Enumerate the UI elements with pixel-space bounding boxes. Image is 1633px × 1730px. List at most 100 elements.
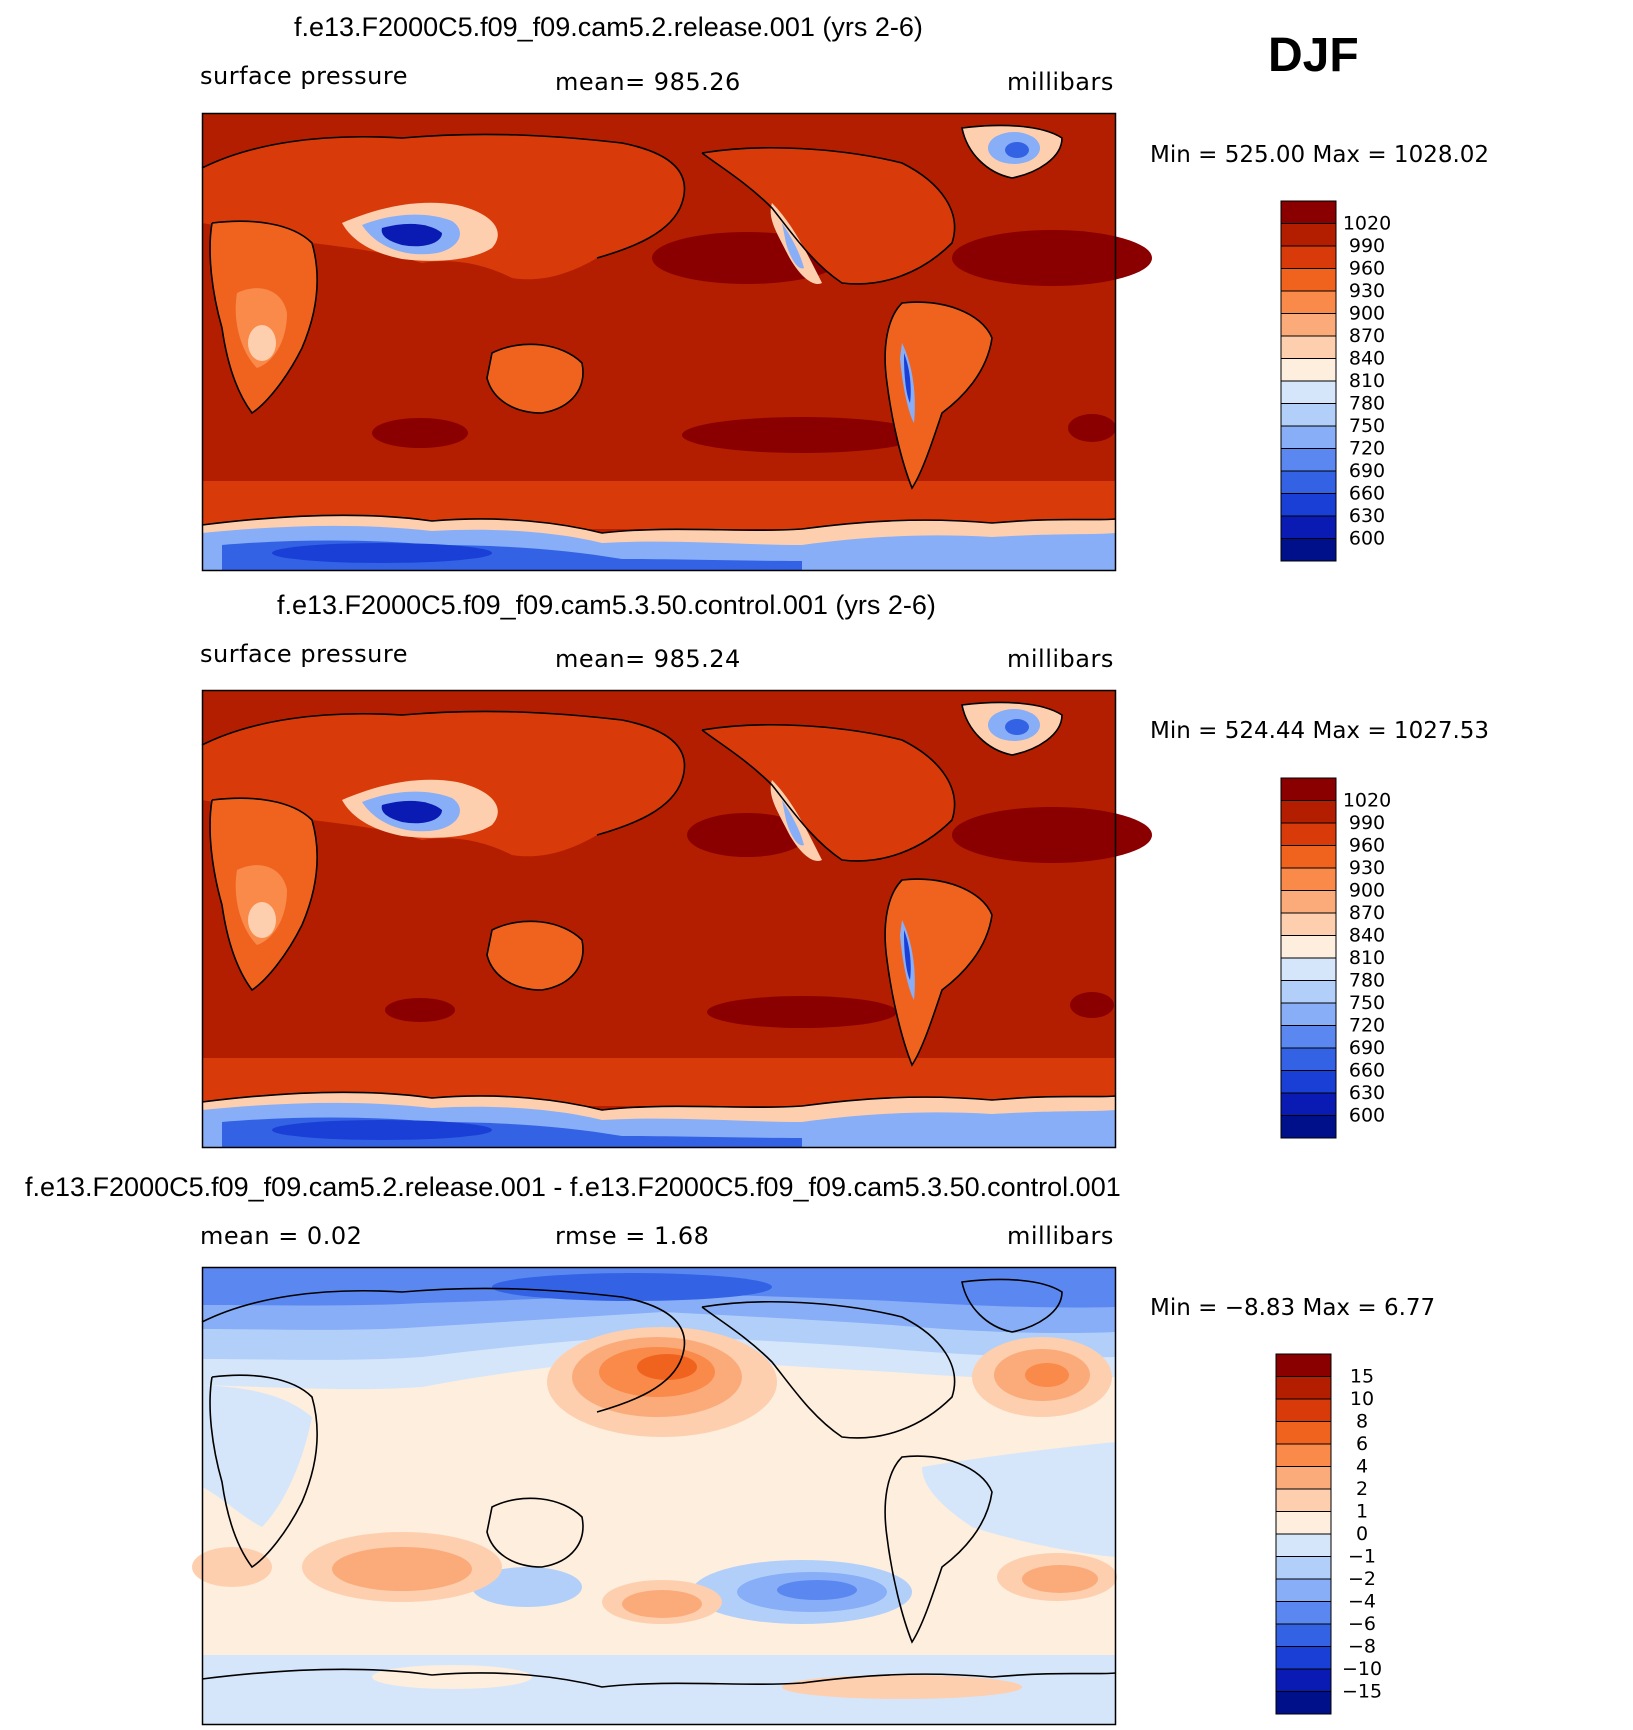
colorbar-label: 600 bbox=[1349, 528, 1385, 550]
colorbar-swatch bbox=[1275, 1556, 1332, 1580]
colorbar-swatch bbox=[1280, 538, 1337, 562]
colorbar-label: 4 bbox=[1356, 1456, 1368, 1478]
colorbar-swatch bbox=[1280, 223, 1337, 247]
colorbar-swatch bbox=[1280, 448, 1337, 472]
colorbar-label: 840 bbox=[1349, 348, 1385, 370]
colorbar-label: 780 bbox=[1349, 970, 1385, 992]
colorbar-label: 840 bbox=[1349, 925, 1385, 947]
colorbar-swatch bbox=[1280, 845, 1337, 869]
colorbar-swatch bbox=[1280, 290, 1337, 314]
colorbar-swatch bbox=[1275, 1353, 1332, 1377]
colorbar-swatch bbox=[1275, 1511, 1332, 1535]
colorbar-label: −2 bbox=[1348, 1568, 1376, 1590]
colorbar-swatch bbox=[1280, 1047, 1337, 1071]
colorbar-label: 900 bbox=[1349, 880, 1385, 902]
panel-3-minmax: Min = −8.83 Max = 6.77 bbox=[1150, 1295, 1436, 1321]
colorbar-swatch bbox=[1280, 957, 1337, 981]
colorbar-label: 630 bbox=[1349, 1082, 1385, 1104]
colorbar-swatch bbox=[1275, 1421, 1332, 1445]
colorbar-label: 1020 bbox=[1343, 790, 1391, 812]
colorbar-label: 0 bbox=[1356, 1523, 1368, 1545]
panel-1-minmax: Min = 525.00 Max = 1028.02 bbox=[1150, 142, 1490, 168]
colorbar-label: 810 bbox=[1349, 370, 1385, 392]
panel-3-mean: mean = 0.02 bbox=[200, 1222, 363, 1250]
panel-2-title: f.e13.F2000C5.f09_f09.cam5.3.50.control.… bbox=[277, 590, 936, 620]
colorbar-swatch bbox=[1280, 313, 1337, 337]
colorbar-swatch bbox=[1275, 1578, 1332, 1602]
colorbar-swatch bbox=[1275, 1488, 1332, 1512]
colorbar-label: 750 bbox=[1349, 992, 1385, 1014]
colorbar-label: 750 bbox=[1349, 415, 1385, 437]
panel-2-units: millibars bbox=[1007, 645, 1114, 673]
panel-3-units: millibars bbox=[1007, 1222, 1114, 1250]
colorbar-label: 8 bbox=[1356, 1411, 1368, 1433]
colorbar-swatch bbox=[1275, 1466, 1332, 1490]
colorbar-label: −15 bbox=[1342, 1681, 1382, 1703]
colorbar-swatch bbox=[1275, 1668, 1332, 1692]
colorbar-swatch bbox=[1280, 380, 1337, 404]
colorbar-swatch bbox=[1280, 980, 1337, 1004]
colorbar-label: 10 bbox=[1350, 1388, 1374, 1410]
panel-1-mean: mean= 985.26 bbox=[555, 68, 741, 96]
colorbar-swatch bbox=[1280, 358, 1337, 382]
colorbar-label: 990 bbox=[1349, 235, 1385, 257]
colorbar-swatch bbox=[1280, 890, 1337, 914]
season-label: DJF bbox=[1268, 29, 1359, 82]
colorbar-swatch bbox=[1280, 777, 1337, 801]
panel-1-units: millibars bbox=[1007, 68, 1114, 96]
colorbar-label: 720 bbox=[1349, 1015, 1385, 1037]
colorbar-swatch bbox=[1280, 245, 1337, 269]
colorbar-swatch bbox=[1280, 403, 1337, 427]
colorbar-swatch bbox=[1280, 1002, 1337, 1026]
colorbar-label: 780 bbox=[1349, 393, 1385, 415]
colorbar-label: 630 bbox=[1349, 505, 1385, 527]
colorbar-swatch bbox=[1275, 1398, 1332, 1422]
colorbar-swatch bbox=[1275, 1601, 1332, 1625]
colorbar-swatch bbox=[1280, 1115, 1337, 1139]
colorbar-label: 690 bbox=[1349, 460, 1385, 482]
colorbar-swatch bbox=[1275, 1623, 1332, 1647]
colorbar-label: 2 bbox=[1356, 1478, 1368, 1500]
colorbar-swatch bbox=[1280, 1025, 1337, 1049]
colorbar-label: 660 bbox=[1349, 1060, 1385, 1082]
colorbar-swatch bbox=[1280, 1092, 1337, 1116]
panel-2-mean: mean= 985.24 bbox=[555, 645, 741, 673]
colorbar-label: −6 bbox=[1348, 1613, 1376, 1635]
colorbar-label: 6 bbox=[1356, 1433, 1368, 1455]
panel-2-map bbox=[201, 689, 1152, 1149]
panel-1-title: f.e13.F2000C5.f09_f09.cam5.2.release.001… bbox=[294, 12, 923, 42]
colorbar-swatch bbox=[1275, 1646, 1332, 1670]
panel-1-colorbar: 1020 990 960 930 900 870 840 810 780 750 720 690 660… bbox=[1280, 200, 1420, 562]
colorbar-label: −4 bbox=[1348, 1591, 1376, 1613]
colorbar-label: 960 bbox=[1349, 835, 1385, 857]
panel-3-rmse: rmse = 1.68 bbox=[555, 1222, 710, 1250]
panel-3-title: f.e13.F2000C5.f09_f09.cam5.2.release.001… bbox=[25, 1172, 1121, 1202]
colorbar-label: 1020 bbox=[1343, 213, 1391, 235]
colorbar-swatch bbox=[1280, 912, 1337, 936]
colorbar-swatch bbox=[1275, 1533, 1332, 1557]
panel-1-variable: surface pressure bbox=[200, 62, 408, 90]
colorbar-label: 930 bbox=[1349, 280, 1385, 302]
colorbar-label: 870 bbox=[1349, 325, 1385, 347]
colorbar-swatch bbox=[1275, 1376, 1332, 1400]
colorbar-swatch bbox=[1275, 1443, 1332, 1467]
colorbar-swatch bbox=[1280, 822, 1337, 846]
colorbar-label: 660 bbox=[1349, 483, 1385, 505]
colorbar-label: 600 bbox=[1349, 1105, 1385, 1127]
colorbar-label: 1 bbox=[1356, 1501, 1368, 1523]
colorbar-swatch bbox=[1280, 268, 1337, 292]
colorbar-swatch bbox=[1280, 470, 1337, 494]
colorbar-swatch bbox=[1280, 200, 1337, 224]
colorbar-label: −1 bbox=[1348, 1546, 1376, 1568]
colorbar-label: 690 bbox=[1349, 1037, 1385, 1059]
colorbar-label: −10 bbox=[1342, 1658, 1382, 1680]
colorbar-swatch bbox=[1280, 335, 1337, 359]
colorbar-label: 15 bbox=[1350, 1366, 1374, 1388]
colorbar-label: 930 bbox=[1349, 857, 1385, 879]
colorbar-label: 990 bbox=[1349, 812, 1385, 834]
panel-3-colorbar: 15 10 8 6 4 2 1 0 −1 −2 −4 −6 −8 −10 −15 bbox=[1275, 1353, 1415, 1715]
colorbar-label: 960 bbox=[1349, 258, 1385, 280]
colorbar-label: 900 bbox=[1349, 303, 1385, 325]
panel-1-map bbox=[201, 112, 1152, 572]
colorbar-swatch bbox=[1280, 867, 1337, 891]
